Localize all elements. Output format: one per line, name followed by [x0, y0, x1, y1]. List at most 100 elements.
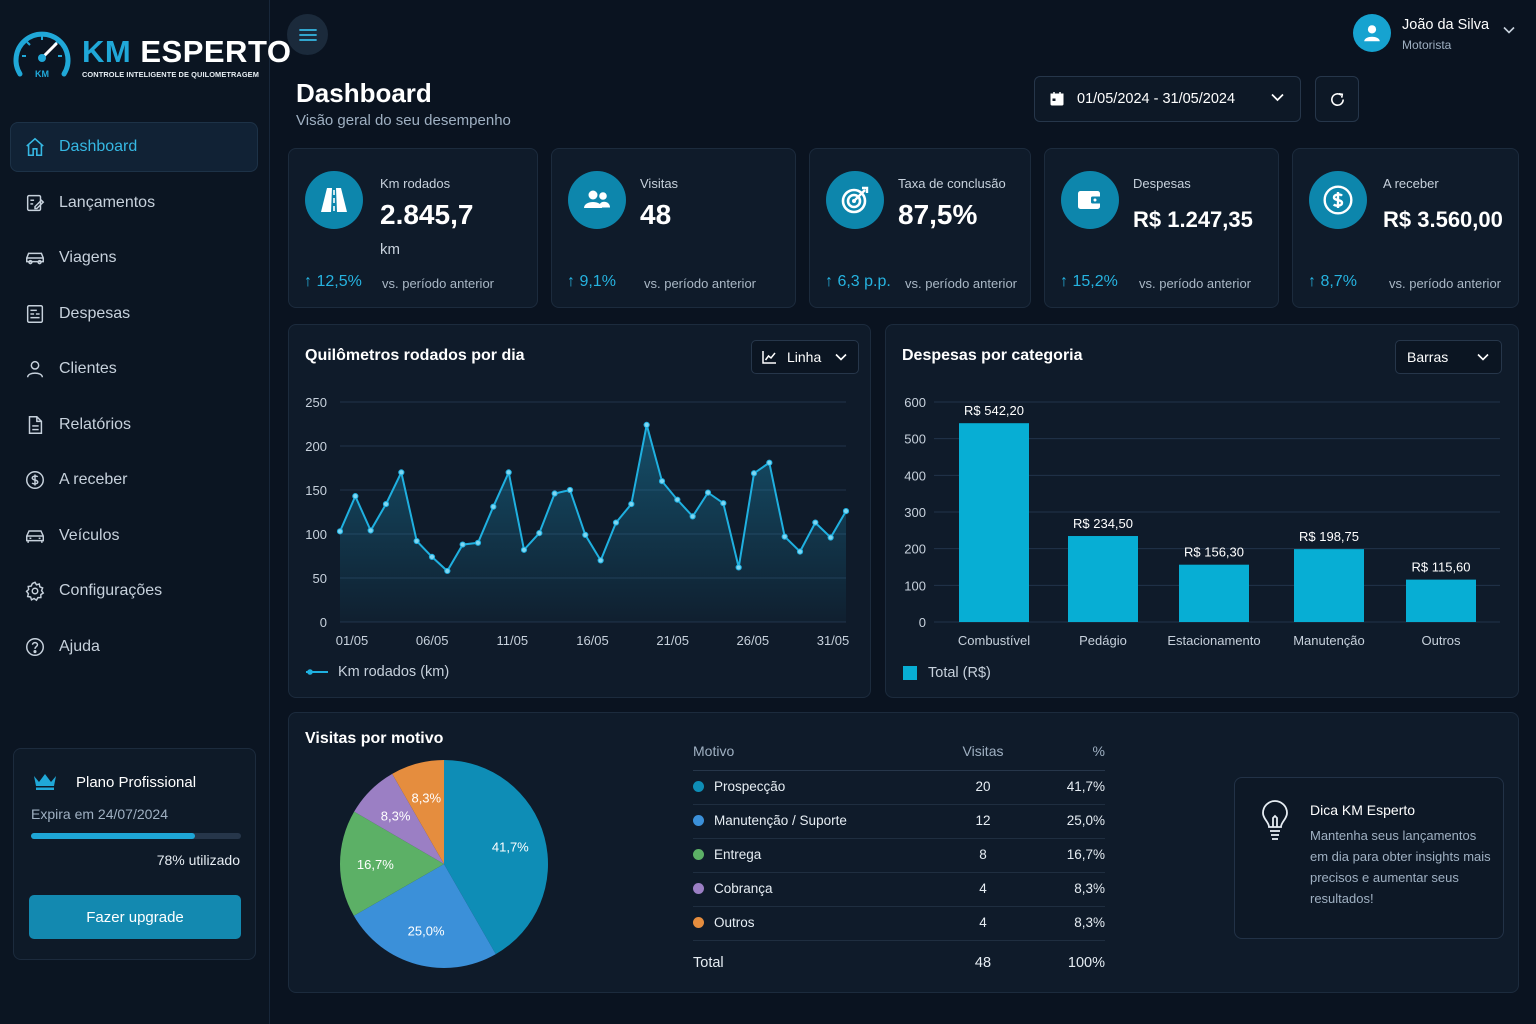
sidebar-item-configuracoes[interactable]: Configurações [10, 566, 258, 616]
upgrade-button[interactable]: Fazer upgrade [29, 895, 241, 939]
data-point[interactable] [413, 537, 420, 545]
pie-chart: 41,7% 25,0% 16,7% 8,3%8,3% [340, 760, 548, 968]
data-point[interactable] [398, 469, 405, 476]
chevron-down-icon [835, 353, 847, 361]
data-point[interactable] [582, 531, 589, 538]
data-point[interactable] [474, 539, 482, 546]
data-point[interactable] [735, 564, 742, 571]
kpi-card-visitas: Visitas 48 ↑ 9,1% vs. período anterior [551, 148, 796, 308]
line-area [340, 424, 846, 622]
data-point[interactable] [766, 459, 773, 466]
legend-line-marker [306, 669, 328, 675]
x-tick-label: Estacionamento [1167, 633, 1260, 648]
data-point[interactable] [597, 557, 604, 564]
legend-swatch [903, 666, 917, 680]
car-icon [23, 524, 47, 548]
bar-data-label: R$ 542,20 [964, 403, 1024, 418]
bar[interactable] [1068, 536, 1138, 622]
data-point[interactable] [796, 548, 804, 555]
bar[interactable] [1179, 564, 1249, 622]
data-point[interactable] [444, 567, 451, 575]
data-point[interactable] [505, 469, 512, 476]
kpi-value: 48 [640, 199, 672, 230]
menu-toggle-button[interactable] [287, 14, 328, 55]
kpi-delta-value: 9,1% [579, 273, 616, 290]
date-range-picker[interactable]: 01/05/2024 - 31/05/2024 [1034, 76, 1301, 122]
brand-logo[interactable]: KM KM ESPERTO CONTROLE INTELIGENTE DE QU… [12, 28, 291, 88]
data-point[interactable] [781, 533, 788, 540]
data-point[interactable] [536, 530, 543, 537]
sidebar-item-label: Viagens [59, 249, 117, 266]
speedometer-icon: KM [12, 28, 72, 82]
y-tick-label: 250 [305, 395, 327, 410]
pie-slice[interactable] [353, 864, 496, 968]
data-point[interactable] [367, 527, 374, 534]
sidebar-item-a-receber[interactable]: A receber [10, 455, 258, 505]
chart-type-value: Linha [787, 349, 822, 365]
brand-tagline: CONTROLE INTELIGENTE DE QUILOMETRAGEM [82, 70, 259, 79]
data-point[interactable] [842, 508, 850, 515]
brand-name-km: KM [82, 34, 132, 69]
sidebar-item-label: Dashboard [59, 138, 138, 155]
data-point[interactable] [566, 486, 574, 494]
data-point[interactable] [551, 490, 558, 497]
data-point[interactable] [382, 500, 390, 508]
sidebar-item-lancamentos[interactable]: Lançamentos [10, 178, 258, 228]
data-point[interactable] [428, 553, 436, 560]
users-icon [568, 171, 626, 229]
pie-slice[interactable] [354, 773, 444, 864]
data-point[interactable] [658, 478, 666, 485]
chart-type-select[interactable]: Linha [751, 340, 859, 374]
bar[interactable] [959, 423, 1029, 622]
data-point[interactable] [490, 503, 497, 510]
kpi-card-a-receber: A receber R$ 3.560,00 ↑ 8,7% vs. período… [1292, 148, 1519, 308]
data-point[interactable] [720, 500, 727, 507]
pie-slice[interactable] [444, 760, 548, 955]
pie-slice[interactable] [340, 811, 444, 916]
data-point[interactable] [643, 421, 650, 428]
row-percent: 8,3% [1074, 915, 1105, 930]
sidebar-item-relatorios[interactable]: Relatórios [10, 400, 258, 450]
data-point[interactable] [827, 534, 834, 541]
data-point[interactable] [628, 500, 635, 508]
sidebar-item-dashboard[interactable]: Dashboard [10, 122, 258, 172]
chart-legend: Km rodados (km) [305, 664, 449, 680]
brand-name-esperto: ESPERTO [140, 34, 292, 69]
sidebar-item-ajuda[interactable]: Ajuda [10, 622, 258, 672]
kpi-label: Despesas [1133, 176, 1191, 191]
data-point[interactable] [520, 546, 528, 553]
sidebar-item-despesas[interactable]: Despesas [10, 289, 258, 339]
table-header: Motivo Visitas % [693, 741, 1105, 771]
user-menu[interactable]: João da Silva Motorista [1353, 12, 1523, 58]
data-point[interactable] [689, 513, 696, 520]
bar-data-label: R$ 115,60 [1411, 560, 1470, 575]
x-tick-label: 16/05 [576, 633, 609, 648]
sidebar-item-label: Relatórios [59, 415, 132, 433]
chart-type-select[interactable]: Barras [1395, 340, 1502, 374]
data-point[interactable] [336, 528, 344, 535]
kpi-delta: ↑ 6,3 p.p. [825, 273, 891, 291]
kpi-unit: km [380, 241, 400, 258]
edit-icon [23, 191, 47, 215]
data-point[interactable] [704, 489, 712, 496]
line-chart-icon [762, 350, 777, 364]
bar[interactable] [1294, 549, 1364, 622]
wallet-icon [1061, 171, 1119, 229]
data-point[interactable] [812, 519, 819, 526]
data-point[interactable] [674, 496, 681, 503]
legend-dot [693, 883, 704, 894]
data-point[interactable] [459, 541, 466, 548]
pie-slice[interactable] [392, 760, 444, 864]
sidebar-item-clientes[interactable]: Clientes [10, 344, 258, 394]
bar[interactable] [1406, 579, 1476, 622]
sidebar-item-veiculos[interactable]: Veículos [10, 511, 258, 561]
sidebar-item-viagens[interactable]: Viagens [10, 233, 258, 283]
row-percent: 25,0% [1066, 813, 1105, 828]
dollar-circle-icon [23, 468, 47, 492]
data-point[interactable] [352, 493, 359, 500]
data-point[interactable] [750, 470, 758, 477]
data-point[interactable] [612, 519, 620, 526]
help-icon [23, 635, 47, 659]
bar-data-label: R$ 234,50 [1073, 516, 1133, 531]
refresh-button[interactable] [1315, 76, 1359, 122]
